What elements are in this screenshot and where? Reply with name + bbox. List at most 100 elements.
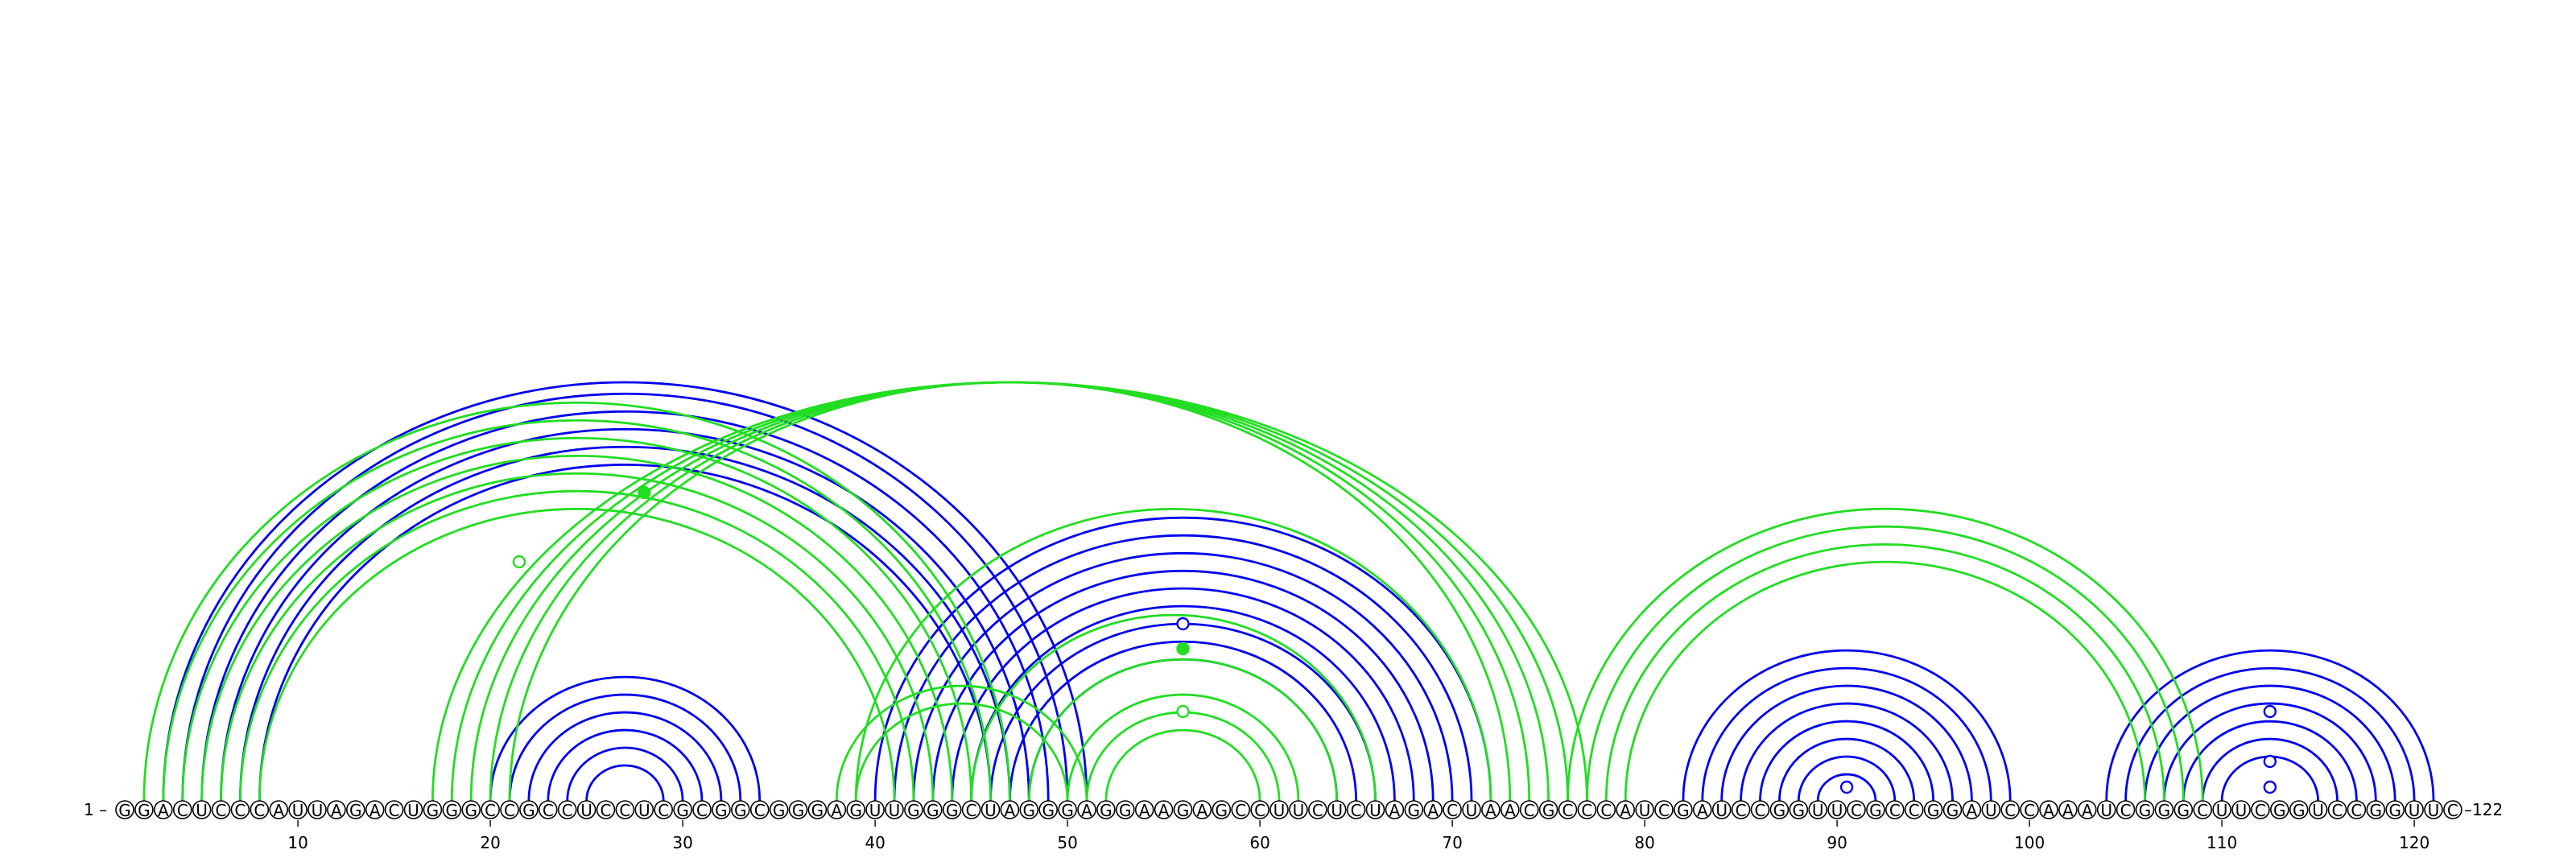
nucleotide-letter: G bbox=[1773, 801, 1786, 820]
nucleotide-letter: G bbox=[1119, 801, 1132, 820]
nucleotide-circle bbox=[557, 800, 577, 819]
nucleotide-circle bbox=[1173, 800, 1193, 819]
base-pair-arc-40-72 bbox=[873, 516, 1492, 802]
nucleotide-circle bbox=[673, 800, 692, 819]
nucleotide-63: C bbox=[1308, 800, 1327, 820]
position-label-100: 100 bbox=[2014, 833, 2045, 852]
nucleotide-50: G bbox=[1058, 800, 1077, 820]
nucleotide-100: C bbox=[2020, 800, 2039, 820]
nucleotide-circle bbox=[2212, 800, 2231, 819]
nucleotide-circle bbox=[2270, 800, 2289, 819]
nucleotide-circle bbox=[2154, 800, 2174, 819]
nucleotide-letter: A bbox=[1505, 801, 1516, 820]
nucleotide-85: C bbox=[1731, 800, 1751, 820]
nucleotide-24: C bbox=[557, 800, 577, 820]
nucleotide-letter: A bbox=[1967, 801, 1978, 820]
nucleotide-circle bbox=[365, 800, 385, 819]
nucleotide-letter: G bbox=[1677, 801, 1690, 820]
position-label-60: 60 bbox=[1249, 833, 1269, 852]
nucleotide-letter: U bbox=[2428, 801, 2440, 820]
nucleotide-106: G bbox=[2135, 800, 2155, 820]
nucleotide-letter: C bbox=[2332, 801, 2343, 820]
sequence-end-label: –122 bbox=[2464, 800, 2503, 819]
nucleotide-14: A bbox=[365, 800, 385, 820]
nucleotide-37: G bbox=[807, 800, 828, 820]
base-pair-arc-79-106 bbox=[1624, 560, 2146, 802]
nucleotide-circle bbox=[500, 800, 519, 819]
base-pair-arc-76-109 bbox=[1567, 507, 2204, 802]
nucleotide-circle bbox=[134, 800, 154, 819]
nucleotide-73: A bbox=[1501, 800, 1520, 820]
nucleotide-70: C bbox=[1443, 800, 1462, 820]
nucleotide-letter: C bbox=[2197, 801, 2208, 820]
nucleotide-16: U bbox=[403, 800, 423, 820]
nucleotide-letter: C bbox=[1254, 801, 1265, 820]
nucleotide-116: C bbox=[2327, 800, 2347, 820]
nucleotide-letter: U bbox=[869, 801, 881, 820]
pair-marker-2 bbox=[512, 555, 526, 569]
base-pair-arc-109-116 bbox=[2201, 737, 2339, 802]
pair-marker-4 bbox=[1176, 641, 1190, 656]
base-pair-arc-84-97 bbox=[1720, 684, 1973, 802]
nucleotide-115: U bbox=[2308, 800, 2328, 820]
nucleotide-55: A bbox=[1154, 800, 1174, 820]
nucleotide-circle bbox=[807, 800, 828, 819]
nucleotide-circle bbox=[2078, 800, 2097, 819]
nucleotide-39: G bbox=[846, 800, 865, 820]
nucleotide-8: C bbox=[250, 800, 270, 820]
nucleotide-letter: U bbox=[196, 801, 208, 820]
base-pair-arc-8-41 bbox=[258, 507, 896, 802]
nucleotide-42: G bbox=[904, 800, 923, 820]
nucleotide-letter: G bbox=[2178, 801, 2190, 820]
nucleotide-letter: C bbox=[562, 801, 573, 820]
base-pair-arc-82-99 bbox=[1682, 649, 2012, 802]
nucleotide-letter: U bbox=[889, 801, 901, 820]
nucleotide-49: G bbox=[1038, 800, 1058, 820]
nucleotide-35: G bbox=[769, 800, 789, 820]
nucleotide-110: U bbox=[2212, 800, 2231, 820]
nucleotide-letter: C bbox=[504, 801, 515, 820]
nucleotide-circle bbox=[345, 800, 365, 819]
base-pair-arc-7-42 bbox=[239, 489, 915, 802]
nucleotide-letter: C bbox=[216, 801, 227, 820]
nucleotide-letter: G bbox=[773, 801, 786, 820]
nucleotide-62: U bbox=[1289, 800, 1308, 820]
nucleotide-letter: U bbox=[1831, 801, 1843, 820]
nucleotide-118: G bbox=[2366, 800, 2386, 820]
nucleotide-108: G bbox=[2174, 800, 2194, 820]
nucleotide-letter: A bbox=[831, 801, 842, 820]
nucleotide-circle bbox=[1154, 800, 1174, 819]
nucleotide-107: G bbox=[2154, 800, 2174, 820]
nucleotide-circle bbox=[172, 800, 192, 819]
nucleotide-circle bbox=[1769, 800, 1790, 819]
nucleotide-letter: G bbox=[464, 801, 477, 820]
nucleotide-103: A bbox=[2078, 800, 2097, 820]
nucleotide-74: C bbox=[1519, 800, 1539, 820]
nucleotide-33: G bbox=[730, 800, 750, 820]
pair-marker-9 bbox=[2263, 780, 2277, 794]
nucleotide-letter: U bbox=[1639, 801, 1651, 820]
nucleotide-53: G bbox=[1116, 800, 1135, 820]
base-pair-arc-41-71 bbox=[893, 534, 1473, 802]
nucleotide-65: C bbox=[1346, 800, 1366, 820]
base-pair-arc-5-44 bbox=[200, 454, 954, 802]
nucleotide-circle bbox=[2174, 800, 2194, 819]
nucleotide-circle bbox=[481, 800, 500, 819]
nucleotide-29: C bbox=[654, 800, 674, 820]
nucleotide-circle bbox=[769, 800, 789, 819]
nucleotide-58: G bbox=[1212, 800, 1232, 820]
nucleotide-99: C bbox=[2000, 800, 2020, 820]
nucleotide-letter: C bbox=[234, 801, 246, 820]
nucleotide-26: C bbox=[596, 800, 616, 820]
nucleotide-letter: G bbox=[1408, 801, 1421, 820]
nucleotide-letter: G bbox=[349, 801, 362, 820]
nucleotide-101: A bbox=[2039, 800, 2058, 820]
nucleotide-letter: A bbox=[1197, 801, 1208, 820]
position-label-20: 20 bbox=[480, 833, 500, 852]
pair-marker-6 bbox=[1839, 780, 1854, 794]
nucleotide-27: C bbox=[615, 800, 635, 820]
nucleotide-circle bbox=[1212, 800, 1232, 819]
nucleotide-circle bbox=[2405, 800, 2424, 819]
nucleotide-5: U bbox=[192, 800, 212, 820]
pair-marker-7 bbox=[2263, 704, 2277, 719]
